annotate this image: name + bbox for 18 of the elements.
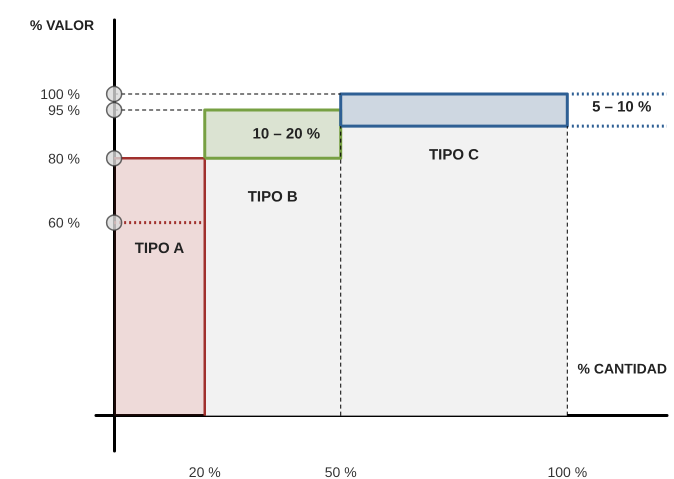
y-axis-title: % VALOR xyxy=(30,17,94,33)
annotation: 5 – 10 % xyxy=(592,98,652,116)
point xyxy=(106,86,122,102)
annotation: TIPO C xyxy=(429,146,480,164)
annotation: TIPO B xyxy=(248,188,298,206)
point xyxy=(106,102,122,118)
y-tick-label: 60 % xyxy=(48,214,80,231)
annotation: TIPO A xyxy=(134,240,184,257)
point xyxy=(106,150,122,167)
x-tick-label: 50 % xyxy=(324,464,357,479)
y-tick-label: 80 % xyxy=(48,150,80,166)
annotation: 10 – 20 % xyxy=(252,126,320,143)
y-tick-label: 95 % xyxy=(48,102,80,118)
y-tick-label: 100 % xyxy=(40,86,80,102)
x-axis-title: % CANTIDAD xyxy=(578,360,667,377)
x-tick-label: 20 % xyxy=(188,464,221,479)
x-tick-label: 100 % xyxy=(547,464,588,479)
point xyxy=(106,214,122,231)
